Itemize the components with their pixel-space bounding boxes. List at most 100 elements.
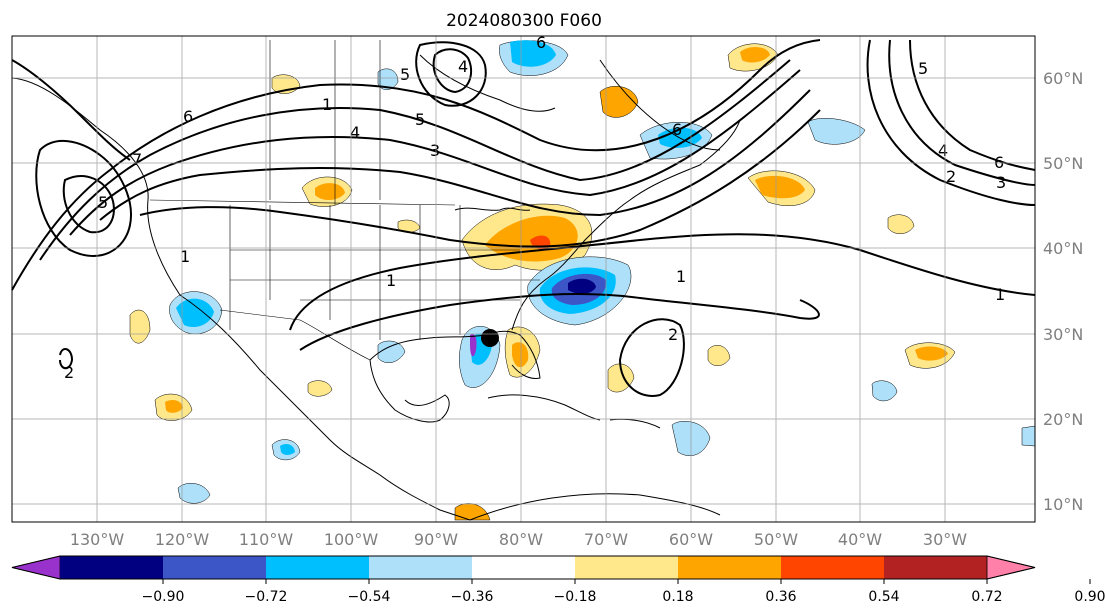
latitude-labels: 60°N 50°N 40°N 30°N 20°N 10°N [1043, 69, 1083, 514]
contour-line [618, 318, 685, 397]
colorbar-extension-high [986, 555, 1036, 580]
lat-label: 50°N [1043, 154, 1083, 173]
anomaly-positive-blob [707, 345, 731, 366]
graticule [12, 36, 1035, 522]
lon-label: 90°W [414, 530, 458, 549]
contour-line [69, 69, 801, 236]
lat-label: 40°N [1043, 239, 1083, 258]
contour-line [59, 348, 74, 370]
contour-label: 5 [98, 193, 108, 212]
hudson-bay-outline [419, 54, 556, 112]
contour-label: 7 [132, 150, 142, 169]
province-lines [269, 40, 381, 205]
contour-label: 3 [996, 173, 1006, 192]
anomaly-negative-blob [1021, 425, 1036, 447]
contour-label: 1 [386, 271, 396, 290]
cuba-outline [487, 394, 601, 421]
contour-line [35, 139, 132, 257]
lon-label: 110°W [239, 530, 294, 549]
contour-line [415, 41, 487, 107]
anomaly-positive-blob [740, 46, 770, 63]
map-panel: 1 1 1 1 2 2 2 3 3 4 4 4 5 5 5 5 6 6 6 6 … [11, 33, 1036, 523]
anomaly-positive-blob [915, 346, 948, 361]
contour-label: 6 [536, 33, 546, 52]
contour-line [432, 48, 473, 94]
colorbar-tick-label: 0.36 [765, 589, 796, 605]
colorbar-tick-label: −0.72 [245, 589, 288, 605]
lon-label: 30°W [923, 530, 967, 549]
lon-label: 60°W [669, 530, 713, 549]
contour-lines [11, 39, 1036, 397]
map-border [11, 35, 1036, 523]
us-canada-border [149, 199, 456, 206]
colorbar-outline [11, 555, 1036, 580]
anomaly-positive-blob [512, 342, 529, 368]
lon-label: 130°W [70, 530, 125, 549]
colorbar-segment [678, 556, 782, 579]
contour-label: 1 [676, 267, 686, 286]
contour-line [99, 89, 811, 221]
colorbar-segment [266, 556, 370, 579]
anomaly-negative-blob [470, 334, 477, 357]
lon-label: 50°W [754, 530, 798, 549]
anomaly-positive-blob [315, 183, 345, 201]
figure-title: 2024080300 F060 [446, 11, 602, 31]
lon-label: 40°W [838, 530, 882, 549]
colorbar-tick-label: −0.18 [554, 589, 597, 605]
anomaly-positive-blob [599, 86, 639, 118]
anomaly-negative-blob [377, 68, 399, 90]
colorbar: −0.90 −0.72 −0.54 −0.36 −0.18 0.18 0.36 0.54 0.7… [11, 555, 1105, 605]
contour-label: 2 [946, 167, 956, 186]
contour-line [139, 109, 821, 248]
east-coastline [511, 119, 741, 331]
colorbar-tick-label: −0.54 [348, 589, 391, 605]
colorbar-extension-low [11, 555, 61, 580]
lon-label: 120°W [155, 530, 210, 549]
colorbar-tick-label: 0.54 [868, 589, 899, 605]
contour-label: 5 [415, 110, 425, 129]
colorbar-segment [472, 556, 576, 579]
anomaly-positive-blob [887, 214, 915, 234]
lat-label: 30°N [1043, 325, 1083, 344]
contour-label: 1 [995, 285, 1005, 304]
gulf-coastline [369, 330, 541, 379]
south-america-coastline [469, 493, 721, 521]
colorbar-tick-label: 0.90 [1074, 589, 1105, 605]
colorbar-segment [884, 556, 988, 579]
colorbar-ticks: −0.90 −0.72 −0.54 −0.36 −0.18 0.18 0.36 0.54 0.7… [142, 579, 1105, 605]
lat-label: 60°N [1043, 69, 1083, 88]
contour-line [11, 59, 131, 161]
anomaly-negative-blob [871, 380, 898, 402]
anomaly-negative-blob [176, 298, 214, 328]
contour-line [62, 175, 115, 234]
hispaniola-outline [609, 418, 661, 429]
anomaly-negative-blob [377, 340, 406, 364]
contour-line [888, 39, 1036, 186]
anomaly-negative-blob [807, 118, 866, 145]
colorbar-segments [11, 555, 1036, 580]
colorbar-segment [60, 556, 164, 579]
colorbar-segment [575, 556, 679, 579]
coastlines [11, 54, 741, 521]
anomaly-positive-blob [165, 400, 183, 413]
longitude-labels: 130°W 120°W 110°W 100°W 90°W 80°W 70°W 6… [70, 530, 967, 549]
contour-label: 1 [322, 95, 332, 114]
contour-label: 5 [400, 65, 410, 84]
anomaly-positive-blob [307, 380, 333, 397]
contour-label: 3 [430, 141, 440, 160]
contour-label: 2 [64, 363, 74, 382]
colorbar-segment [369, 556, 473, 579]
storm-position-marker [481, 329, 499, 347]
contour-line [909, 39, 1036, 171]
contour-label: 6 [672, 120, 682, 139]
labrador-coastline [599, 59, 721, 151]
contour-line [11, 39, 821, 291]
contour-line [39, 59, 791, 261]
lat-label: 20°N [1043, 410, 1083, 429]
colorbar-tick-label: −0.36 [451, 589, 494, 605]
contour-label: 4 [938, 141, 948, 160]
colorbar-tick-label: 0.18 [662, 589, 693, 605]
anomaly-negative-blob [568, 278, 596, 294]
anomaly-negative-blob [177, 483, 211, 504]
